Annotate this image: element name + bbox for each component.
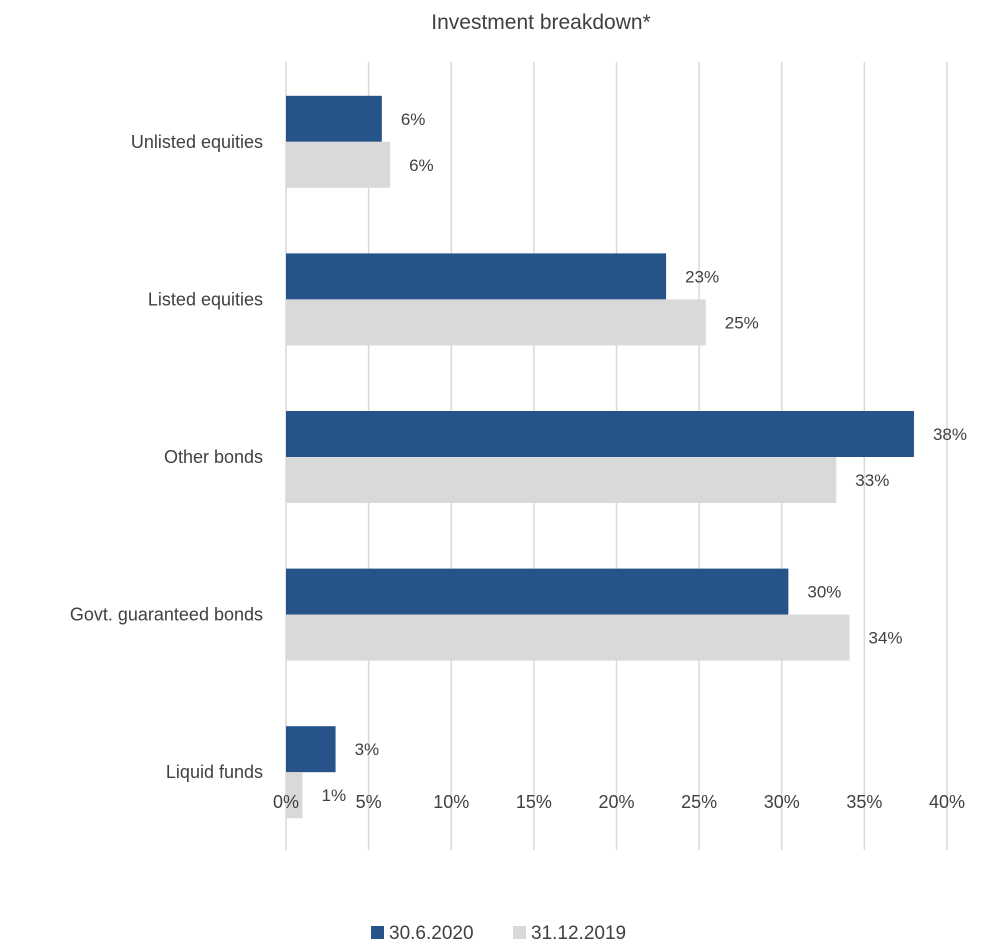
legend-swatch <box>513 926 526 939</box>
legend-label: 31.12.2019 <box>531 923 626 944</box>
bars <box>286 95 914 819</box>
category-labels: Unlisted equities Listed equities Other bo… <box>70 132 263 782</box>
bar-series-1 <box>286 726 336 773</box>
data-label: 33% <box>855 471 889 490</box>
data-label: 34% <box>869 629 903 648</box>
data-label: 3% <box>355 740 380 759</box>
x-tick-label: 5% <box>356 792 382 812</box>
x-tick-label: 25% <box>681 792 717 812</box>
category-label: Liquid funds <box>166 762 263 782</box>
data-label: 38% <box>933 425 967 444</box>
x-tick-label: 10% <box>433 792 469 812</box>
chart-title: Investment breakdown* <box>431 11 650 34</box>
x-axis-tick-labels: 0% 5% 10% 15% 20% 25% 30% 35% 40% <box>273 792 965 812</box>
bar-series-1 <box>286 568 789 615</box>
data-label: 30% <box>807 583 841 602</box>
data-label: 23% <box>685 267 719 286</box>
data-label: 6% <box>409 156 434 175</box>
bar-series-2 <box>286 141 391 188</box>
category-label: Unlisted equities <box>131 132 263 152</box>
category-label: Other bonds <box>164 447 263 467</box>
bar-series-1 <box>286 253 667 300</box>
bar-series-2 <box>286 614 850 661</box>
x-tick-label: 0% <box>273 792 299 812</box>
data-label: 25% <box>725 313 759 332</box>
x-tick-label: 30% <box>764 792 800 812</box>
data-label: 1% <box>322 786 347 805</box>
legend: 30.6.2020 31.12.2019 <box>371 923 626 944</box>
legend-label: 30.6.2020 <box>389 923 474 944</box>
category-label: Listed equities <box>148 289 263 309</box>
bar-series-1 <box>286 411 914 457</box>
bar-series-2 <box>286 772 303 819</box>
bar-series-2 <box>286 299 706 346</box>
x-tick-label: 35% <box>846 792 882 812</box>
data-label: 6% <box>401 110 426 129</box>
legend-swatch <box>371 926 384 939</box>
x-tick-label: 40% <box>929 792 965 812</box>
bar-series-1 <box>286 95 382 142</box>
x-tick-label: 15% <box>516 792 552 812</box>
x-tick-label: 20% <box>598 792 634 812</box>
category-label: Govt. guaranteed bonds <box>70 605 263 625</box>
data-labels: 6% 6% 23% 25% 38% 33% 30% 34% 3% 1% <box>322 110 967 805</box>
bar-series-2 <box>286 457 837 503</box>
